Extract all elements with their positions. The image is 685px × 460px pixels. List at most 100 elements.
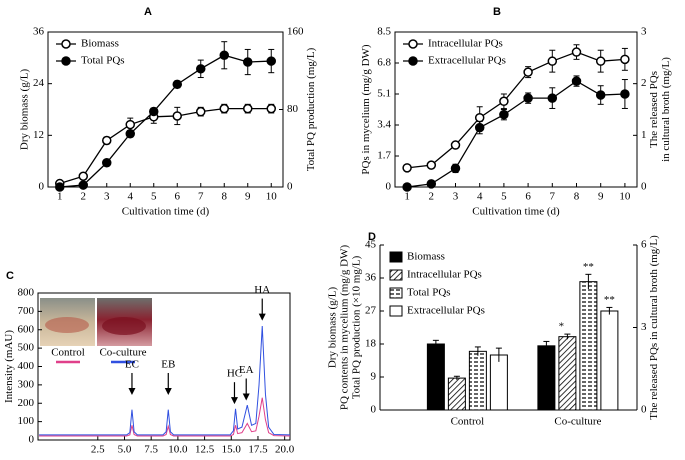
- legend-label: Total PQs: [81, 55, 125, 67]
- y-axis-label: Dry biomass (g/L): [19, 69, 31, 151]
- legend-label: Biomass: [81, 38, 119, 50]
- y2-tick-label: 80: [287, 103, 299, 115]
- y-tick-label: 300: [18, 378, 35, 390]
- data-point: [125, 128, 135, 139]
- y2-axis-label: in cultural broth (mg/L): [660, 57, 672, 162]
- x-tick-label: 6: [175, 191, 181, 203]
- legend-label: Biomass: [407, 251, 445, 263]
- data-point: [499, 109, 509, 120]
- peak-label: EC: [125, 359, 139, 371]
- data-point: [620, 89, 630, 99]
- y2-tick-label: 3: [641, 26, 647, 38]
- y-tick-label: 200: [18, 397, 35, 409]
- y2-tick-label: 160: [287, 26, 304, 38]
- y-tick-label: 800: [18, 287, 35, 299]
- x-tick-label: 8: [574, 191, 580, 203]
- bar: [468, 350, 487, 411]
- bar: [558, 336, 577, 411]
- x-tick-label: 12.5: [195, 444, 215, 456]
- x-tick-label: 5.0: [118, 444, 132, 456]
- data-point: [78, 171, 88, 181]
- panel-letter: B: [493, 6, 501, 18]
- data-point: [523, 93, 533, 103]
- y2-tick-label: 0: [641, 181, 647, 193]
- x-tick-label: 10: [619, 191, 631, 203]
- legend-swatch: [389, 251, 403, 263]
- data-point: [219, 103, 229, 114]
- y2-tick-label: 0: [641, 404, 647, 416]
- data-point: [547, 93, 558, 103]
- y-axis-label: PQs in mycelium (mg/g DW): [360, 44, 372, 174]
- data-point: [426, 179, 437, 189]
- x-tick-label: 7: [550, 191, 556, 203]
- data-point: [219, 50, 229, 60]
- data-point: [243, 103, 253, 114]
- y-tick-label: 0: [29, 434, 35, 446]
- legend-label: Extracellular PQs: [428, 55, 506, 67]
- y-tick-label: 1.7: [377, 150, 391, 162]
- x-tick-label: 7.5: [144, 444, 158, 456]
- x-tick-label: 20.0: [275, 444, 295, 456]
- x-tick-label: 17.5: [248, 444, 268, 456]
- legend-marker: [61, 56, 71, 66]
- panel-letter: D: [368, 231, 376, 243]
- data-point: [547, 56, 558, 66]
- x-tick-label: 10: [266, 191, 278, 203]
- peak-label: EB: [161, 359, 175, 371]
- data-point: [595, 90, 606, 100]
- peak-label: EA: [239, 364, 254, 376]
- significance-label: *: [559, 321, 565, 333]
- legend-marker: [61, 39, 71, 49]
- peak-arrowhead: [242, 393, 250, 401]
- x-tick-label: 1: [57, 191, 63, 203]
- peak-arrowhead: [164, 387, 172, 395]
- significance-label: **: [604, 294, 615, 306]
- y-axis-label: PQ contents in mycelium (mg/g DW): [339, 245, 351, 411]
- y-tick-label: 0: [371, 404, 377, 416]
- peak-arrowhead: [230, 397, 238, 405]
- x-tick-label: 15.0: [222, 444, 242, 456]
- data-point: [620, 54, 630, 65]
- x-tick-label: 3: [104, 191, 110, 203]
- x-axis-label: Retention time (min): [118, 459, 211, 460]
- x-tick-label: 6: [525, 191, 531, 203]
- series-line: [59, 54, 272, 188]
- data-point: [571, 76, 582, 86]
- y-tick-label: 0: [386, 181, 392, 193]
- y-axis-label: Total PQ production (×10 mg/L): [351, 255, 363, 399]
- y-tick-label: 9: [371, 371, 377, 383]
- photo-detail: [102, 317, 146, 335]
- data-point: [426, 160, 437, 170]
- x-tick-label: 2.5: [91, 444, 105, 456]
- data-point: [474, 122, 485, 133]
- x-tick-label: 4: [477, 191, 483, 203]
- legend-swatch: [389, 269, 403, 281]
- peak-label: HA: [254, 284, 270, 296]
- y-tick-label: 24: [33, 77, 45, 89]
- y-tick-label: 100: [18, 415, 35, 427]
- series-line: [39, 326, 291, 436]
- x-tick-label: 5: [501, 191, 507, 203]
- legend-label: Control: [51, 347, 85, 359]
- photo-inset: [40, 298, 152, 346]
- data-point: [172, 79, 182, 90]
- x-tick-label: 8: [222, 191, 228, 203]
- y-tick-label: 45: [365, 239, 377, 251]
- y2-axis-label: The released PQs: [648, 71, 660, 148]
- y2-axis-label: The released PQs in cultural broth (mg/L…: [648, 235, 660, 420]
- x-tick-label: 4: [128, 191, 134, 203]
- y2-tick-label: 0: [287, 181, 293, 193]
- bar: [537, 345, 556, 411]
- legend-label: Intracellular PQs: [407, 269, 482, 281]
- x-tick-label: 5: [151, 191, 157, 203]
- data-point: [402, 182, 412, 192]
- data-point: [172, 111, 182, 121]
- legend-swatch: [389, 287, 403, 299]
- bar: [447, 377, 466, 411]
- data-point: [571, 47, 582, 57]
- x-axis-label: Cultivation time (d): [472, 206, 560, 218]
- y2-tick-label: 3: [641, 321, 647, 333]
- data-point: [55, 182, 65, 192]
- data-point: [499, 96, 509, 107]
